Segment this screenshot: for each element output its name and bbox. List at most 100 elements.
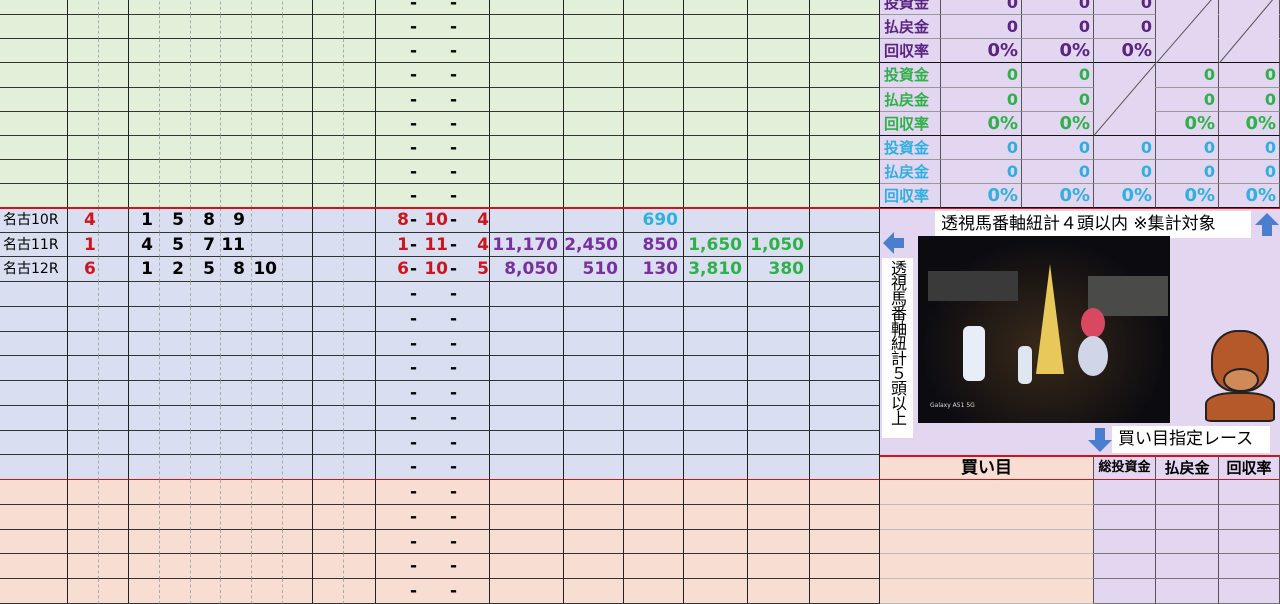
grid-cell[interactable] [624,430,684,456]
grid-cell[interactable] [564,135,624,161]
grid-cell[interactable] [99,579,129,604]
grid-cell[interactable] [376,306,490,332]
bets-cell[interactable] [1219,579,1280,604]
grid-cell[interactable] [0,579,68,604]
grid-cell[interactable] [490,257,564,283]
grid-cell[interactable] [283,0,313,16]
grid-cell[interactable] [810,87,880,112]
grid-cell[interactable] [129,282,160,307]
grid-cell[interactable] [624,405,684,431]
grid-cell[interactable] [748,579,810,604]
grid-cell[interactable] [490,184,564,209]
grid-cell[interactable] [490,430,564,456]
grid-cell[interactable] [160,430,191,456]
grid-cell[interactable] [99,381,129,406]
grid-cell[interactable] [344,0,376,16]
grid-cell[interactable] [344,405,376,431]
grid-cell[interactable] [748,356,810,382]
grid-cell[interactable] [344,39,376,64]
grid-cell[interactable] [129,184,160,209]
grid-cell[interactable] [490,39,564,64]
summary-cell[interactable] [1156,111,1219,136]
summary-cell[interactable] [941,0,1022,16]
grid-cell[interactable] [490,63,564,88]
grid-cell[interactable] [564,232,624,258]
grid-cell[interactable] [191,63,221,88]
grid-cell[interactable] [191,554,221,580]
grid-cell[interactable] [564,306,624,332]
grid-cell[interactable] [221,405,252,431]
grid-cell[interactable] [68,232,99,258]
grid-cell[interactable] [0,554,68,580]
grid-cell[interactable] [376,405,490,431]
grid-cell[interactable] [221,15,252,40]
grid-cell[interactable] [129,15,160,40]
summary-cell[interactable] [1094,160,1156,185]
grid-cell[interactable] [99,257,129,283]
summary-cell[interactable] [1094,0,1156,16]
bets-cell[interactable] [880,529,1094,555]
grid-cell[interactable] [810,257,880,283]
grid-cell[interactable] [490,87,564,112]
grid-cell[interactable] [252,405,283,431]
grid-cell[interactable] [313,356,344,382]
grid-cell[interactable] [252,15,283,40]
bets-cell[interactable] [1219,504,1280,530]
grid-cell[interactable] [810,160,880,185]
grid-cell[interactable] [684,257,748,283]
grid-cell[interactable] [99,87,129,112]
grid-cell[interactable] [490,504,564,530]
grid-cell[interactable] [810,405,880,431]
grid-cell[interactable] [564,63,624,88]
grid-cell[interactable] [283,160,313,185]
grid-cell[interactable] [313,257,344,283]
grid-cell[interactable] [68,405,99,431]
grid-cell[interactable] [99,282,129,307]
grid-cell[interactable] [0,0,68,16]
grid-cell[interactable] [221,184,252,209]
grid-cell[interactable] [252,455,283,481]
grid-cell[interactable] [684,15,748,40]
grid-cell[interactable] [160,15,191,40]
grid-cell[interactable] [344,480,376,505]
grid-cell[interactable] [564,579,624,604]
grid-cell[interactable] [490,529,564,555]
grid-cell[interactable] [68,184,99,209]
grid-cell[interactable] [252,356,283,382]
grid-cell[interactable] [252,257,283,283]
grid-cell[interactable] [684,306,748,332]
grid-cell[interactable] [376,455,490,481]
grid-cell[interactable] [376,135,490,161]
grid-cell[interactable] [252,381,283,406]
grid-cell[interactable] [221,430,252,456]
grid-cell[interactable] [624,331,684,357]
grid-cell[interactable] [252,480,283,505]
grid-cell[interactable] [313,232,344,258]
grid-cell[interactable] [99,455,129,481]
bets-cell[interactable] [1094,504,1156,530]
grid-cell[interactable] [564,455,624,481]
grid-cell[interactable] [624,208,684,233]
grid-cell[interactable] [624,63,684,88]
grid-cell[interactable] [684,455,748,481]
grid-cell[interactable] [283,63,313,88]
grid-cell[interactable] [376,554,490,580]
grid-cell[interactable] [252,282,283,307]
grid-cell[interactable] [129,257,160,283]
grid-cell[interactable] [0,405,68,431]
grid-cell[interactable] [344,430,376,456]
grid-cell[interactable] [376,111,490,136]
grid-cell[interactable] [99,15,129,40]
bets-cell[interactable] [880,579,1094,604]
grid-cell[interactable] [624,257,684,283]
grid-cell[interactable] [191,480,221,505]
grid-cell[interactable] [344,356,376,382]
grid-cell[interactable] [0,455,68,481]
grid-cell[interactable] [283,504,313,530]
grid-cell[interactable] [810,39,880,64]
grid-cell[interactable] [344,579,376,604]
grid-cell[interactable] [252,232,283,258]
summary-cell[interactable] [1156,160,1219,185]
grid-cell[interactable] [252,306,283,332]
grid-cell[interactable] [0,331,68,357]
